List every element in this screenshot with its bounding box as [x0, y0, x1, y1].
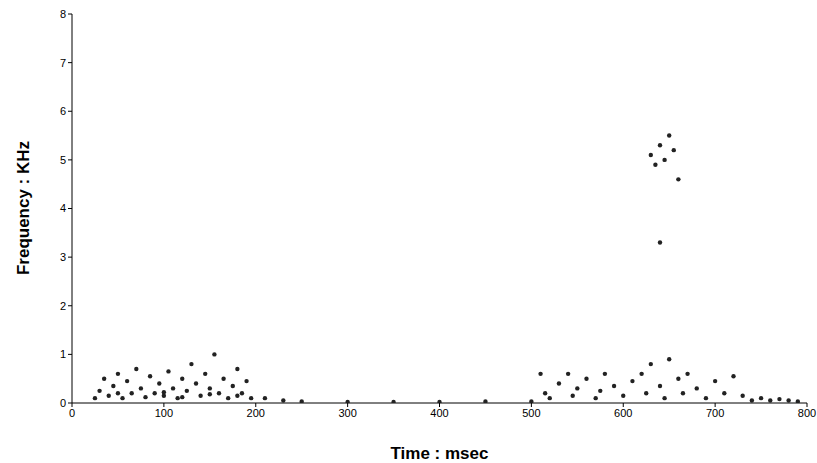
svg-text:500: 500: [522, 407, 540, 419]
svg-text:0: 0: [69, 407, 75, 419]
svg-text:200: 200: [247, 407, 265, 419]
html-text:Frequency : KHz: Frequency : KHz: [14, 140, 33, 276]
svg-text:2: 2: [60, 300, 66, 312]
svg-text:5: 5: [60, 154, 66, 166]
svg-text:1: 1: [60, 348, 66, 360]
svg-text:400: 400: [430, 407, 448, 419]
svg-text:700: 700: [706, 407, 724, 419]
svg-text:300: 300: [338, 407, 356, 419]
svg-text:100: 100: [155, 407, 173, 419]
svg-text:8: 8: [60, 8, 66, 20]
svg-text:3: 3: [60, 251, 66, 263]
svg-text:7: 7: [60, 57, 66, 69]
svg-text:4: 4: [60, 202, 66, 214]
svg-text:0: 0: [60, 397, 66, 409]
svg-text:600: 600: [614, 407, 632, 419]
svg-text:6: 6: [60, 105, 66, 117]
svg-text:Time : msec: Time : msec: [391, 444, 489, 463]
svg-text:800: 800: [798, 407, 816, 419]
